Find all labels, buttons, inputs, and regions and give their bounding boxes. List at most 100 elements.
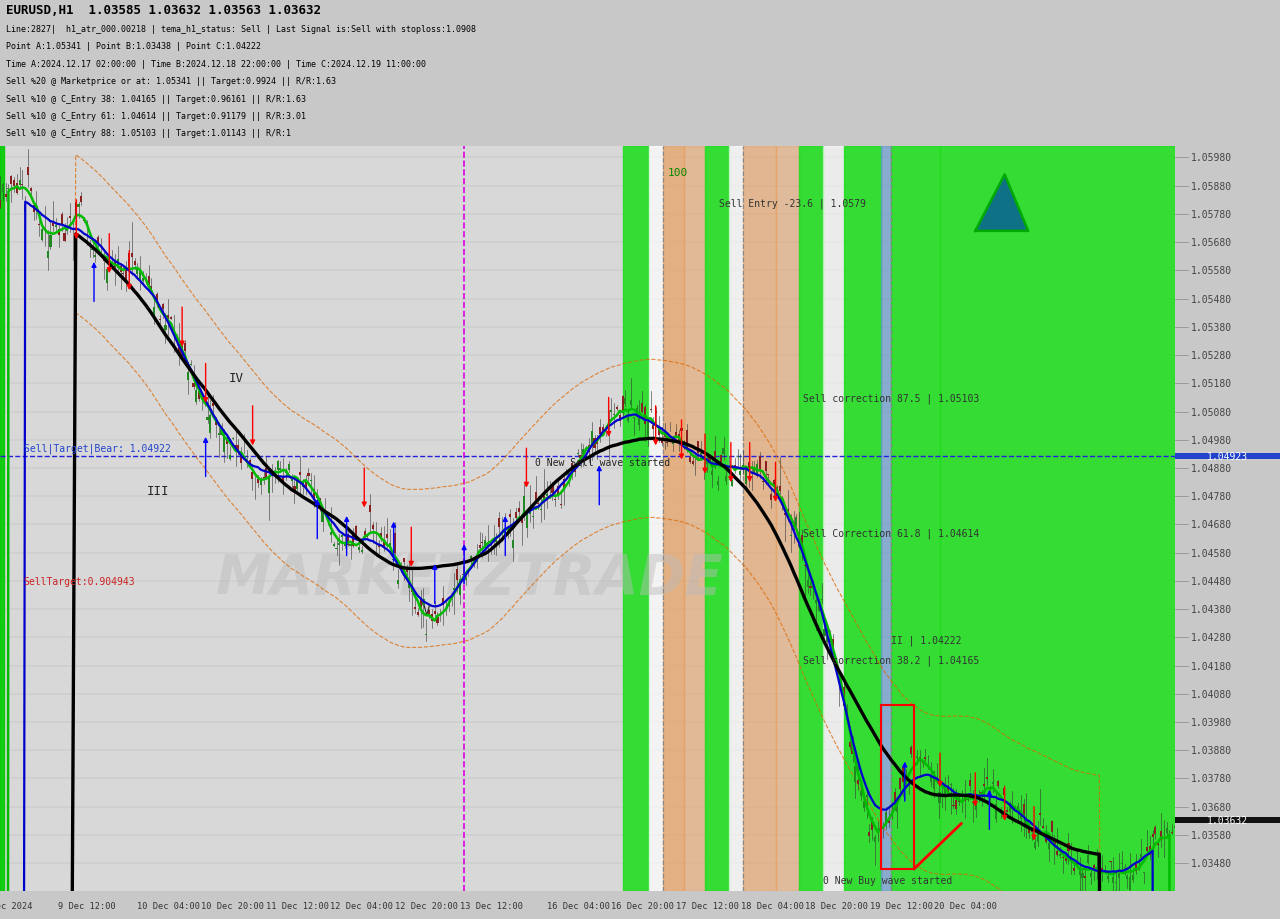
Bar: [458, 579, 461, 596]
Bar: [733, 466, 736, 471]
Bar: [649, 410, 652, 411]
Bar: [681, 428, 682, 432]
Bar: [399, 566, 402, 571]
Bar: [88, 244, 91, 246]
Bar: [314, 490, 315, 501]
Text: 1.03780: 1.03780: [1190, 774, 1231, 784]
Bar: [425, 634, 428, 635]
Text: Line:2827|  h1_atr_000.00218 | tema_h1_status: Sell | Last Signal is:Sell with s: Line:2827| h1_atr_000.00218 | tema_h1_st…: [6, 25, 476, 34]
Bar: [204, 400, 206, 404]
Bar: [1148, 846, 1151, 855]
Bar: [279, 468, 282, 471]
Bar: [801, 536, 803, 546]
Bar: [105, 270, 108, 284]
Bar: [1037, 831, 1038, 842]
Bar: [728, 147, 742, 891]
Bar: [448, 605, 449, 606]
Bar: [1065, 858, 1066, 861]
Bar: [467, 571, 470, 573]
Bar: [776, 147, 799, 891]
Bar: [646, 422, 649, 437]
Bar: [100, 245, 102, 247]
Bar: [462, 574, 463, 575]
Bar: [740, 472, 741, 475]
Text: Time A:2024.12.17 02:00:00 | Time B:2024.12.18 22:00:00 | Time C:2024.12.19 11:0: Time A:2024.12.17 02:00:00 | Time B:2024…: [6, 60, 426, 69]
Bar: [1135, 863, 1137, 871]
Text: 10 Dec 20:00: 10 Dec 20:00: [201, 901, 264, 910]
Bar: [509, 514, 512, 517]
Bar: [1146, 847, 1148, 851]
Bar: [10, 176, 13, 185]
Bar: [983, 785, 986, 786]
Bar: [804, 565, 806, 567]
Bar: [851, 743, 854, 754]
Bar: [813, 586, 814, 588]
Text: III: III: [147, 484, 169, 497]
Text: 1.03480: 1.03480: [1190, 858, 1231, 868]
Bar: [1107, 877, 1108, 879]
Bar: [742, 147, 776, 891]
Text: 18 Dec 04:00: 18 Dec 04:00: [741, 901, 804, 910]
Bar: [307, 474, 310, 476]
Bar: [495, 539, 498, 542]
Bar: [218, 434, 220, 436]
Bar: [823, 630, 826, 636]
Bar: [608, 420, 609, 425]
Bar: [708, 455, 710, 461]
Bar: [493, 539, 494, 540]
Bar: [756, 464, 758, 477]
Bar: [1160, 831, 1162, 840]
Bar: [1009, 804, 1011, 812]
Bar: [795, 517, 797, 526]
Bar: [347, 535, 348, 546]
Text: 17 Dec 12:00: 17 Dec 12:00: [676, 901, 739, 910]
Text: 1.04180: 1.04180: [1190, 661, 1231, 671]
Bar: [1073, 868, 1075, 871]
Bar: [164, 325, 166, 330]
Bar: [604, 428, 607, 431]
Bar: [352, 534, 355, 546]
Bar: [328, 515, 329, 521]
Text: 12 Dec 20:00: 12 Dec 20:00: [396, 901, 458, 910]
Text: 6 Dec 2024: 6 Dec 2024: [0, 901, 32, 910]
Bar: [1011, 808, 1014, 809]
Text: 1.05680: 1.05680: [1190, 238, 1231, 248]
Bar: [623, 147, 649, 891]
Bar: [1096, 867, 1097, 870]
Text: Sell %20 @ Entry -50: 1.06293 || Target:1.02319 || R/R:1.43: Sell %20 @ Entry -50: 1.06293 || Target:…: [6, 164, 301, 173]
Text: 1.05580: 1.05580: [1190, 267, 1231, 276]
Bar: [964, 794, 965, 801]
Bar: [1087, 855, 1089, 863]
Bar: [15, 184, 18, 194]
Bar: [372, 525, 374, 529]
Bar: [874, 837, 876, 842]
Bar: [498, 518, 500, 528]
Bar: [507, 531, 508, 536]
Bar: [237, 446, 239, 451]
Bar: [881, 706, 914, 868]
Bar: [140, 272, 141, 280]
Bar: [442, 598, 444, 606]
Bar: [844, 686, 845, 706]
Bar: [905, 780, 906, 782]
Bar: [1030, 830, 1033, 833]
Bar: [1093, 865, 1094, 868]
Bar: [627, 417, 630, 422]
Text: 10 Dec 04:00: 10 Dec 04:00: [137, 901, 200, 910]
Bar: [285, 472, 287, 474]
Bar: [594, 438, 595, 448]
Bar: [515, 513, 517, 518]
Bar: [1059, 855, 1061, 857]
Text: 0 New Buy wave started: 0 New Buy wave started: [823, 875, 952, 885]
Bar: [742, 466, 744, 471]
Bar: [81, 197, 82, 203]
Bar: [142, 278, 145, 281]
Bar: [863, 801, 865, 809]
Bar: [305, 482, 307, 489]
Bar: [722, 448, 724, 454]
Bar: [745, 470, 748, 484]
Bar: [257, 479, 259, 483]
Bar: [137, 269, 138, 275]
Text: 1.03580: 1.03580: [1190, 830, 1231, 840]
Bar: [877, 830, 879, 832]
